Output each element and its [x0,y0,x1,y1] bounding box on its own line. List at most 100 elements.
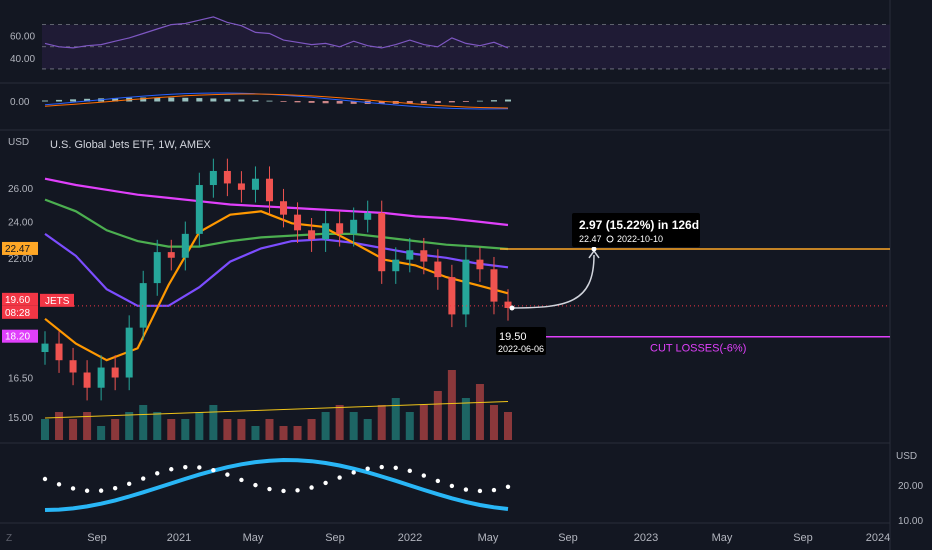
candle-body [237,183,245,190]
candle-body [476,259,484,270]
macd-histogram-bar [322,101,329,104]
candle-body [392,259,400,272]
indicator-dot [183,464,188,470]
macd-histogram-bar [505,99,511,102]
moving-average-line [44,233,509,307]
indicator-dot [126,481,132,487]
indicator-dot [407,468,412,474]
macd-histogram-bar [168,97,175,102]
macd-histogram-bar [70,99,77,102]
indicator-dot [505,484,511,490]
candle-body [420,250,428,262]
indicator-dot [281,488,286,494]
candle-body [364,212,372,220]
volume-bar [125,412,134,440]
indicator-dot [379,464,384,470]
price-tag-text: 08:28 [5,308,30,319]
candle-body [111,367,119,378]
macd-histogram-bar [84,98,91,102]
price-tag-text: 19.60 [5,295,30,306]
price-tag [2,305,38,319]
x-tick-label: Sep [87,532,107,544]
symbol-tag [40,293,74,307]
macd-signal-line [44,93,509,109]
indicator-dot [421,473,427,478]
x-tick-label: 2023 [634,532,658,544]
lower-tick-label: 20.00 [898,481,923,492]
candle-body [308,230,316,240]
macd-histogram-bar [420,101,427,104]
macd-histogram-bar [476,100,483,102]
x-tick-label: 2021 [167,532,191,544]
rsi-tick-label: 60.00 [10,32,35,43]
volume-bar [349,412,358,440]
volume-bar [504,412,512,440]
candle-body [294,214,302,231]
candle-body [251,178,259,190]
macd-histogram-bar [336,101,343,104]
candle-body [448,277,456,315]
volume-bar [167,419,176,440]
grid [0,0,891,550]
macd-histogram-bar [490,100,497,102]
z-logo-icon: Z [6,533,12,544]
macd-histogram-bar [154,97,161,102]
x-tick-label: Sep [558,532,578,544]
trend-wave-line [44,457,509,512]
volume-bar [461,398,470,440]
candle-body [83,372,91,388]
indicator-dot [323,480,328,486]
x-tick-label: May [712,532,733,544]
macd-panel: 0.00 [10,92,511,110]
indicator-dot [491,487,497,493]
indicator-dot [98,488,104,493]
indicator-dot [435,478,441,484]
candle-body [139,283,147,328]
indicator-dot [42,476,48,482]
annotations: CUT LOSSES(-6%) 2.97 (15.22%) in 126d 22.4… [42,213,890,355]
lower-indicator-panel: USD 20.00 10.00 [42,451,923,527]
x-tick-label: May [243,532,264,544]
macd-histogram-bar [406,101,413,104]
candle-body [490,269,498,302]
stop-label: CUT LOSSES(-6%) [650,343,746,355]
indicator-dot [225,472,230,477]
indicator-dot [253,482,258,488]
indicator-dot [295,488,300,493]
volume-bar [139,405,148,440]
candle-body [153,252,161,284]
candle-body [280,201,288,215]
volume-bar [83,412,92,440]
price-tag-text: 18.20 [5,332,30,343]
indicator-dot [112,485,118,491]
macd-histogram-bar [294,101,301,103]
volume-bar [335,405,344,440]
indicator-dot [463,487,469,492]
indicator-dot [70,486,76,491]
indicator-dot [84,488,90,493]
macd-histogram-bar [112,97,119,102]
axes: USD U.S. Global Jets ETF, 1W, AMEX 26.00 24… [2,137,890,544]
moving-average-line [44,177,509,227]
rsi-line [44,16,509,49]
projection-sublabel: 22.47 [579,234,602,244]
projection-date: 2022-10-10 [617,234,663,244]
candle-body [209,170,217,186]
macd-histogram-bar [308,101,315,103]
volume-bar [489,405,498,440]
chart-title: U.S. Global Jets ETF, 1W, AMEX [50,139,211,151]
start-dot [509,305,515,311]
volume-bar [363,419,372,440]
candle-body [336,223,344,234]
candle-body [504,301,512,308]
price-tick-label: 15.00 [8,413,33,424]
indicator-dot [351,470,356,475]
price-tag [2,329,38,343]
volume-bar [433,391,442,440]
volume-bar [237,419,246,440]
moving-average-line [44,210,509,362]
macd-histogram-bar [448,101,455,103]
indicator-dot [477,488,483,494]
volume-bar [293,426,302,440]
